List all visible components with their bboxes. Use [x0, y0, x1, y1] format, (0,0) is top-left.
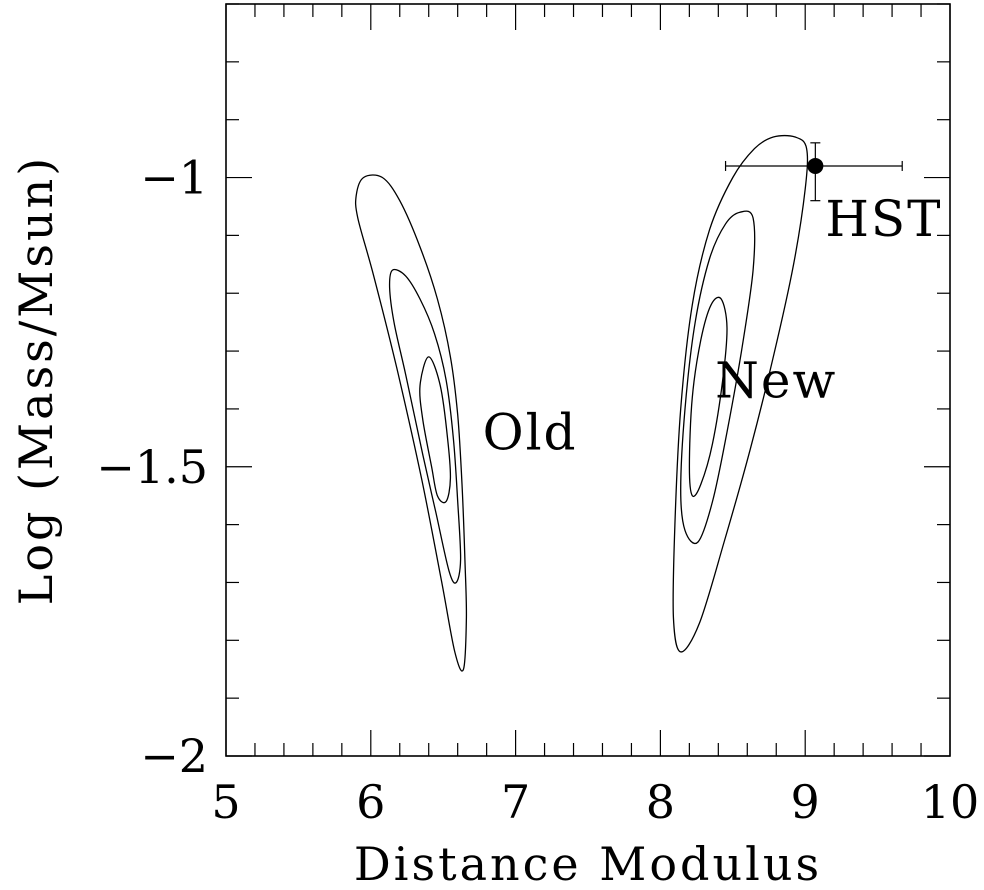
contour-new-level-1: [688, 296, 728, 498]
contour-lines: Old New: [354, 134, 837, 672]
contour-new-level-2: [680, 210, 756, 545]
y-tick-label: −1.5: [96, 440, 208, 494]
contour-old-level-3: [354, 174, 468, 672]
contour-new-level-3: [672, 134, 809, 653]
y-tick-label: −2: [140, 729, 208, 783]
axis-ticks: [225, 3, 951, 757]
data-points: HST: [724, 142, 942, 248]
contour-old-level-1: [419, 356, 452, 504]
point-label: HST: [825, 190, 942, 248]
contour-label-old: Old: [483, 403, 578, 461]
contour-label-new: New: [715, 351, 837, 409]
y-tick-label: −1: [140, 151, 208, 205]
x-tick-label: 8: [646, 775, 675, 829]
x-axis-label: Distance Modulus: [354, 837, 822, 890]
x-tick-label: 7: [501, 775, 530, 829]
plot-frame: [225, 3, 951, 757]
x-tick-label: 9: [791, 775, 820, 829]
data-point: [807, 157, 824, 174]
contour-old-level-2: [388, 268, 462, 584]
tick-labels: 5 6 7 8 9 10 −2 −1.5 −1: [96, 151, 979, 829]
y-axis-label: Log (Mass/Msun): [9, 155, 63, 605]
x-tick-label: 5: [211, 775, 240, 829]
x-tick-label: 6: [356, 775, 385, 829]
x-tick-label: 10: [921, 775, 980, 829]
